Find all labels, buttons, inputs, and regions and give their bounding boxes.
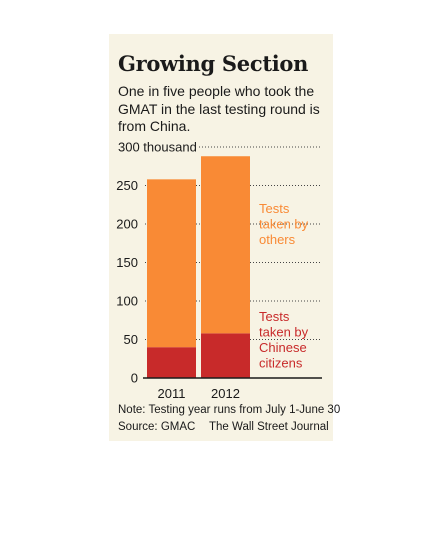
y-tick-label-300: 300 thousand: [118, 140, 197, 155]
gridlines: [145, 146, 322, 340]
y-tick-label-50: 50: [124, 332, 138, 347]
y-tick-label-0: 0: [131, 371, 138, 386]
chart-source: Source: GMAC: [118, 421, 196, 433]
y-tick-labels: 0 50 100 150 200 250 300 thousand: [116, 140, 197, 386]
x-tick-label-2012: 2012: [211, 386, 240, 401]
legend-chinese-line-2: taken by: [259, 325, 309, 340]
bars: [147, 156, 250, 378]
chart-note: Note: Testing year runs from July 1-June…: [118, 404, 341, 416]
legend-chinese-line-1: Tests: [259, 309, 290, 324]
legend-others-line-3: others: [259, 232, 296, 247]
chart-title: Growing Section: [118, 51, 309, 76]
legend-others-line-2: taken by: [259, 217, 309, 232]
chart-publisher: The Wall Street Journal: [209, 421, 329, 433]
legend-chinese-line-3: Chinese: [259, 340, 307, 355]
y-tick-label-200: 200: [116, 217, 138, 232]
bar-2012-chinese: [201, 333, 250, 378]
x-tick-labels: 2011 2012: [158, 386, 240, 401]
y-tick-label-150: 150: [116, 255, 138, 270]
legend-chinese-line-4: citizens: [259, 356, 303, 371]
y-tick-label-250: 250: [116, 178, 138, 193]
x-tick-label-2011: 2011: [158, 386, 186, 401]
y-tick-label-100: 100: [116, 294, 138, 309]
legend-others-line-1: Tests: [259, 201, 290, 216]
bar-2012-others: [201, 156, 250, 334]
chart-subtitle: One in five people who took the GMAT in …: [118, 83, 320, 134]
bar-2011-chinese: [147, 347, 196, 378]
bar-2011-others: [147, 179, 196, 348]
